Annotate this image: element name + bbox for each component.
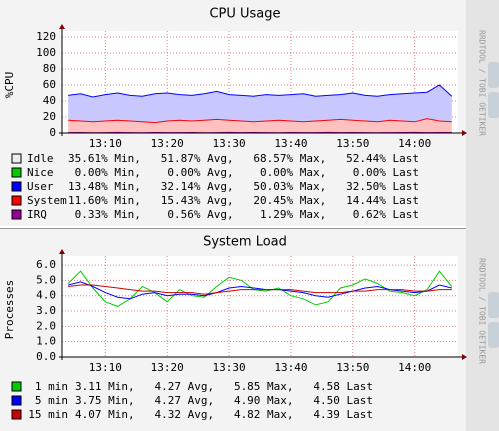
stacked-area bbox=[68, 85, 452, 123]
stacked-line bbox=[68, 84, 453, 98]
side-tab bbox=[488, 322, 499, 348]
y-tick-label: 20 bbox=[43, 110, 56, 123]
legend-stats: 11.60% Min, 15.43% Avg, 20.45% Max, 14.4… bbox=[68, 194, 419, 207]
y-tick-label: 1.0 bbox=[36, 335, 56, 348]
x-tick-label: 13:30 bbox=[213, 137, 246, 150]
legend-name: 15 min bbox=[28, 408, 68, 421]
chart-title: System Load bbox=[203, 235, 287, 250]
legend-swatch bbox=[11, 381, 22, 392]
y-tick-label: 4.0 bbox=[36, 289, 56, 302]
x-tick-label: 13:20 bbox=[151, 361, 184, 374]
plot-area bbox=[62, 256, 458, 357]
legend-stats: 35.61% Min, 51.87% Avg, 68.57% Max, 52.4… bbox=[68, 152, 419, 165]
side-tab bbox=[488, 92, 499, 118]
x-tick-label: 13:30 bbox=[213, 361, 246, 374]
y-tick-label: 100 bbox=[36, 46, 56, 59]
y-axis-label: %CPU bbox=[3, 72, 16, 99]
y-tick-label: 6.0 bbox=[36, 258, 56, 271]
y-tick-label: 0 bbox=[49, 126, 56, 139]
side-tab bbox=[488, 62, 499, 88]
y-tick-label: 40 bbox=[43, 94, 56, 107]
x-tick-label: 13:20 bbox=[151, 137, 184, 150]
x-tick-label: 13:50 bbox=[336, 361, 369, 374]
stacked-area bbox=[68, 118, 452, 133]
x-tick-label: 13:40 bbox=[274, 361, 307, 374]
legend-stats: 13.48% Min, 32.14% Avg, 50.03% Max, 32.5… bbox=[68, 180, 419, 193]
y-tick-label: 80 bbox=[43, 62, 56, 75]
axis-arrow bbox=[462, 130, 467, 136]
y-tick-label: 0.0 bbox=[36, 350, 56, 363]
legend-stats: 0.33% Min, 0.56% Avg, 1.29% Max, 0.62% L… bbox=[68, 208, 419, 221]
y-tick-label: 3.0 bbox=[36, 304, 56, 317]
legend-swatch bbox=[11, 209, 22, 220]
legend-swatch bbox=[11, 167, 22, 178]
x-tick-label: 14:00 bbox=[398, 137, 431, 150]
y-tick-label: 60 bbox=[43, 78, 56, 91]
y-tick-label: 5.0 bbox=[36, 273, 56, 286]
legend-name: User bbox=[27, 180, 54, 193]
axis-arrow bbox=[59, 249, 65, 254]
legend-stats: 3.11 Min, 4.27 Avg, 5.85 Max, 4.58 Last bbox=[75, 380, 373, 393]
legend-swatch bbox=[11, 195, 22, 206]
y-axis-label: Processes bbox=[3, 280, 16, 340]
y-tick-label: 120 bbox=[36, 30, 56, 43]
watermark: RRDTOOL / TOBI OETIKER bbox=[478, 258, 487, 364]
legend-swatch bbox=[11, 153, 22, 164]
legend-name: 1 min bbox=[35, 380, 68, 393]
x-tick-label: 13:40 bbox=[274, 137, 307, 150]
x-tick-label: 13:10 bbox=[89, 361, 122, 374]
axis-arrow bbox=[59, 24, 65, 29]
legend-swatch bbox=[11, 181, 22, 192]
watermark: RRDTOOL / TOBI OETIKER bbox=[478, 30, 487, 136]
series-line bbox=[68, 281, 452, 300]
legend-name: System bbox=[27, 194, 67, 207]
stacked-line bbox=[68, 118, 452, 124]
axis-arrow bbox=[462, 354, 467, 360]
legend-swatch bbox=[11, 395, 22, 406]
legend-stats: 0.00% Min, 0.00% Avg, 0.00% Max, 0.00% L… bbox=[68, 166, 419, 179]
legend-name: IRQ bbox=[27, 208, 47, 221]
legend-swatch bbox=[11, 409, 22, 420]
side-tab bbox=[488, 292, 499, 318]
legend-name: Idle bbox=[27, 152, 54, 165]
x-tick-label: 14:00 bbox=[398, 361, 431, 374]
legend-name: 5 min bbox=[35, 394, 68, 407]
y-tick-label: 2.0 bbox=[36, 319, 56, 332]
legend-name: Nice bbox=[27, 166, 54, 179]
chart-title: CPU Usage bbox=[209, 7, 280, 22]
x-tick-label: 13:50 bbox=[336, 137, 369, 150]
x-tick-label: 13:10 bbox=[89, 137, 122, 150]
series-line bbox=[68, 284, 452, 295]
legend-stats: 4.07 Min, 4.32 Avg, 4.82 Max, 4.39 Last bbox=[75, 408, 373, 421]
legend-stats: 3.75 Min, 4.27 Avg, 4.90 Max, 4.50 Last bbox=[75, 394, 373, 407]
